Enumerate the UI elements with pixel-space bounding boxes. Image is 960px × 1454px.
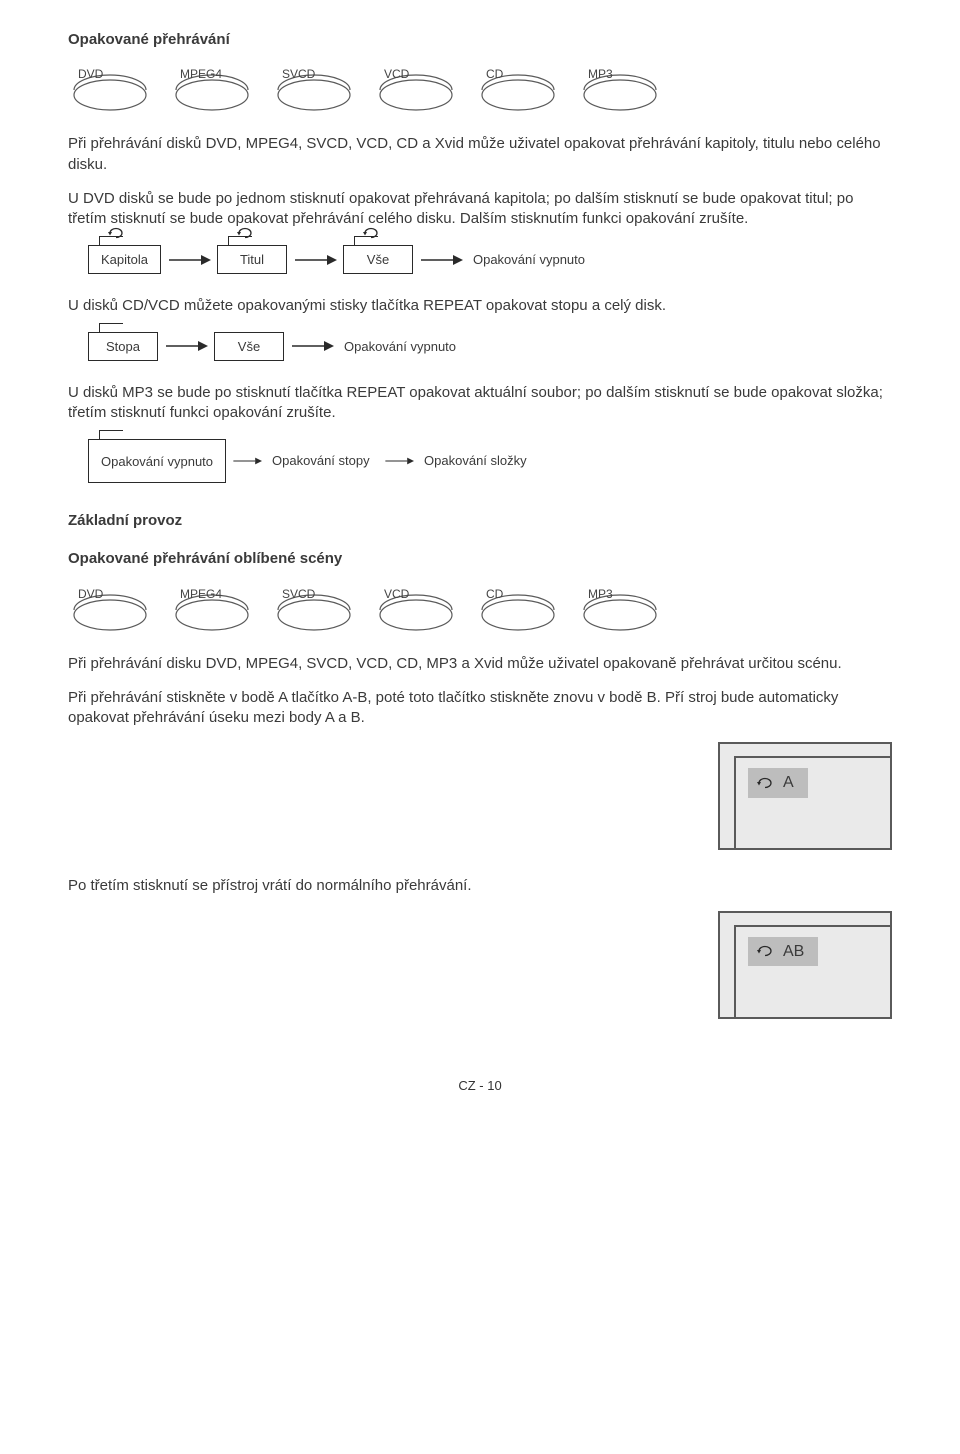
disc-icon: MPEG4 [174, 68, 250, 112]
disc-icon: SVCD [276, 588, 352, 632]
disc-icon: VCD [378, 588, 454, 632]
paragraph: U disků MP3 se bude po stisknutí tlačítk… [68, 383, 892, 424]
arrow-icon [167, 251, 211, 269]
flow-step: Vše [343, 245, 413, 274]
ab-label: AB [783, 941, 804, 963]
flow-label: Opakování stopy [268, 452, 378, 470]
disc-label: DVD [78, 66, 103, 82]
paragraph: U DVD disků se bude po jednom stisknutí … [68, 189, 892, 230]
disc-row: DVD MPEG4 SVCD VCD CD MP3 [72, 68, 892, 112]
flow-diagram-cdvcd: Stopa Vše Opakování vypnuto [88, 332, 892, 361]
disc-icon: VCD [378, 68, 454, 112]
flow-step: Stopa [88, 332, 158, 361]
disc-label: CD [486, 66, 503, 82]
flow-step: Titul [217, 245, 287, 274]
arrow-icon [384, 452, 414, 470]
flow-label: Kapitola [101, 252, 148, 267]
flow-step: Kapitola [88, 245, 161, 274]
flow-label: Stopa [106, 339, 140, 354]
arrow-icon [419, 251, 463, 269]
loop-icon [756, 944, 774, 958]
disc-icon: CD [480, 588, 556, 632]
flow-label: Vše [367, 252, 389, 267]
disc-label: MP3 [588, 66, 613, 82]
ab-label: A [783, 772, 794, 794]
disc-label: VCD [384, 66, 409, 82]
section-heading: Opakované přehrávání [68, 30, 892, 50]
disc-label: MPEG4 [180, 586, 222, 602]
disc-row: DVD MPEG4 SVCD VCD CD MP3 [72, 588, 892, 632]
flow-label: Opakování složky [420, 452, 527, 470]
paragraph: Při přehrávání stiskněte v bodě A tlačít… [68, 688, 892, 729]
flow-label: Opakování vypnuto [101, 453, 213, 471]
loop-icon [107, 226, 125, 240]
paragraph: U disků CD/VCD můžete opakovanými stisky… [68, 296, 892, 316]
disc-label: MPEG4 [180, 66, 222, 82]
arrow-icon [290, 337, 334, 355]
disc-icon: MPEG4 [174, 588, 250, 632]
arrow-icon [164, 337, 208, 355]
flow-diagram-dvd: Kapitola Titul Vše Opakování vypnuto [88, 245, 892, 274]
ab-badge: A [748, 768, 808, 798]
disc-label: CD [486, 586, 503, 602]
paragraph: Při přehrávání disků DVD, MPEG4, SVCD, V… [68, 134, 892, 175]
ab-screen: A [718, 742, 892, 850]
loop-icon [756, 776, 774, 790]
disc-label: SVCD [282, 66, 315, 82]
disc-label: DVD [78, 586, 103, 602]
loop-icon [236, 226, 254, 240]
ab-badge: AB [748, 937, 818, 967]
disc-label: MP3 [588, 586, 613, 602]
arrow-icon [232, 452, 262, 470]
disc-icon: DVD [72, 68, 148, 112]
paragraph: Po třetím stisknutí se přístroj vrátí do… [68, 876, 892, 896]
disc-label: SVCD [282, 586, 315, 602]
disc-icon: CD [480, 68, 556, 112]
page-footer: CZ - 10 [68, 1077, 892, 1095]
disc-icon: DVD [72, 588, 148, 632]
flow-label: Titul [240, 252, 264, 267]
disc-icon: SVCD [276, 68, 352, 112]
disc-label: VCD [384, 586, 409, 602]
disc-icon: MP3 [582, 68, 658, 112]
disc-icon: MP3 [582, 588, 658, 632]
arrow-icon [293, 251, 337, 269]
section-subheading: Opakované přehrávání oblíbené scény [68, 549, 892, 569]
ab-screen: AB [718, 911, 892, 1019]
loop-icon [362, 226, 380, 240]
section-heading: Základní provoz [68, 511, 892, 531]
flow-step: Opakování vypnuto [88, 439, 226, 483]
flow-label: Vše [238, 339, 260, 354]
flow-diagram-mp3: Opakování vypnuto Opakování stopy Opakov… [88, 439, 892, 483]
flow-final: Opakování vypnuto [340, 338, 456, 356]
flow-step: Vše [214, 332, 284, 361]
flow-final: Opakování vypnuto [469, 251, 585, 269]
paragraph: Při přehrávání disku DVD, MPEG4, SVCD, V… [68, 654, 892, 674]
